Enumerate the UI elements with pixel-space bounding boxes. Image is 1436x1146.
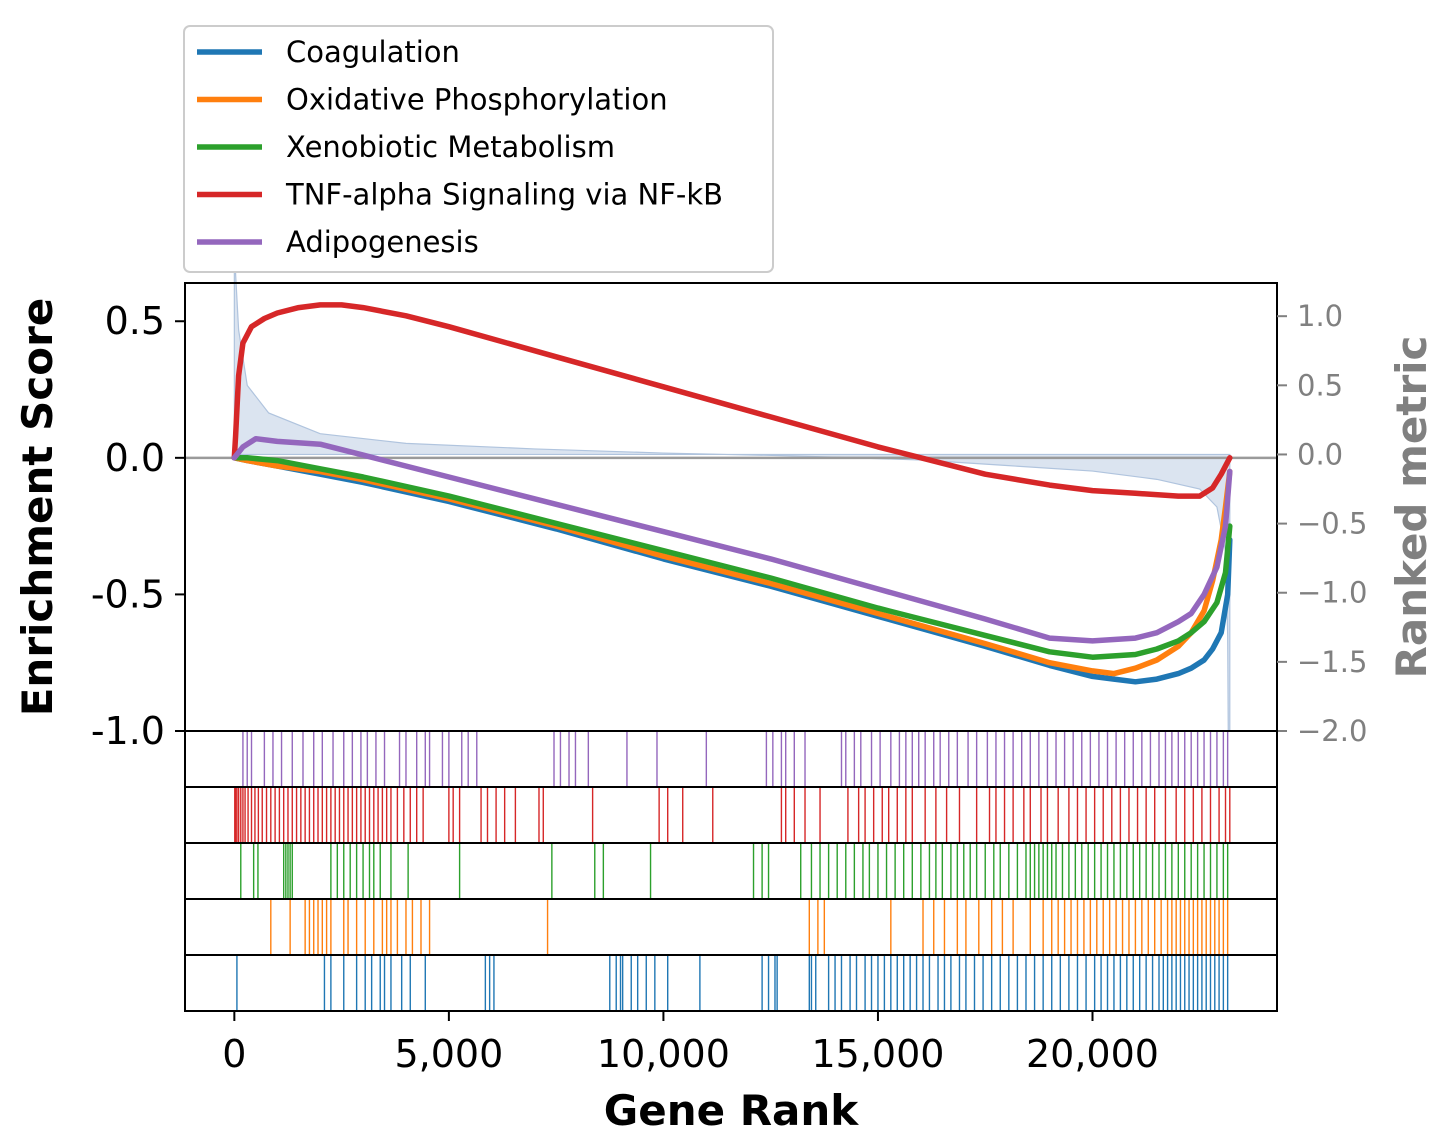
legend-label: Oxidative Phosphorylation — [286, 83, 668, 117]
y2-tick-label: 0.5 — [1297, 368, 1343, 402]
y-tick-label: 0.0 — [105, 436, 165, 480]
x-tick-label: 5,000 — [394, 1032, 503, 1076]
legend-label: TNF-alpha Signaling via NF-kB — [285, 178, 723, 212]
y-ticks: 0.5 0.0 -0.5 -1.0 — [91, 299, 185, 753]
y2-tick-label: −0.5 — [1297, 507, 1367, 541]
y2-axis-title: Ranked metric — [1387, 336, 1436, 679]
legend: Coagulation Oxidative Phosphorylation Xeno… — [183, 25, 774, 273]
hit-panel-coagulation — [184, 954, 1278, 1012]
series-layer — [231, 302, 1233, 685]
series-line-xenobiotic-metabolism — [231, 455, 1233, 660]
y-tick-label: 0.5 — [105, 299, 165, 343]
hit-panel-background — [185, 731, 1277, 787]
legend-box — [183, 25, 774, 273]
legend-item-tnf-alpha-signaling-via-nf-kb: TNF-alpha Signaling via NF-kB — [197, 178, 723, 212]
hit-panel-background — [185, 899, 1277, 955]
legend-item-adipogenesis: Adipogenesis — [197, 225, 479, 259]
hit-panel-background — [185, 955, 1277, 1011]
y2-tick-label: 1.0 — [1297, 299, 1343, 333]
hit-panel-background — [185, 843, 1277, 899]
hit-panel-tnf-alpha-signaling-via-nf-kb — [184, 786, 1278, 844]
main-axes-frame — [184, 282, 1278, 732]
x-tick-label: 10,000 — [597, 1032, 730, 1076]
x-tick-label: 15,000 — [811, 1032, 944, 1076]
y2-ticks: 1.0 0.5 0.0 −0.5 −1.0 −1.5 −2.0 — [1277, 299, 1367, 748]
legend-label: Coagulation — [286, 35, 460, 69]
x-axis-title: Gene Rank — [604, 1086, 860, 1135]
legend-label: Adipogenesis — [286, 225, 479, 259]
legend-label: Xenobiotic Metabolism — [286, 130, 615, 164]
x-tick-label: 0 — [222, 1032, 246, 1076]
legend-item-coagulation: Coagulation — [197, 35, 460, 69]
hit-panel-background — [185, 787, 1277, 843]
legend-item-xenobiotic-metabolism: Xenobiotic Metabolism — [197, 130, 615, 164]
y2-tick-label: −1.0 — [1297, 576, 1367, 610]
hit-panel-adipogenesis — [184, 730, 1278, 788]
hit-panel-xenobiotic-metabolism — [184, 842, 1278, 900]
gene-hit-panels — [184, 730, 1278, 1012]
legend-item-oxidative-phosphorylation: Oxidative Phosphorylation — [197, 83, 668, 117]
series-line-tnf-alpha-signaling-via-nf-kb — [231, 302, 1233, 499]
y-axis-title: Enrichment Score — [13, 298, 62, 717]
x-ticks: 0 5,000 10,000 15,000 20,000 — [222, 1011, 1159, 1076]
hit-panel-oxidative-phosphorylation — [184, 898, 1278, 956]
series-line-adipogenesis — [231, 435, 1233, 644]
y2-tick-label: −2.0 — [1297, 714, 1367, 748]
hit-panel-frame — [184, 954, 1278, 1012]
y2-tick-label: −1.5 — [1297, 645, 1367, 679]
y-tick-label: -0.5 — [91, 572, 165, 616]
x-tick-label: 20,000 — [1026, 1032, 1159, 1076]
y-tick-label: -1.0 — [91, 709, 165, 753]
y2-tick-label: 0.0 — [1297, 437, 1343, 471]
